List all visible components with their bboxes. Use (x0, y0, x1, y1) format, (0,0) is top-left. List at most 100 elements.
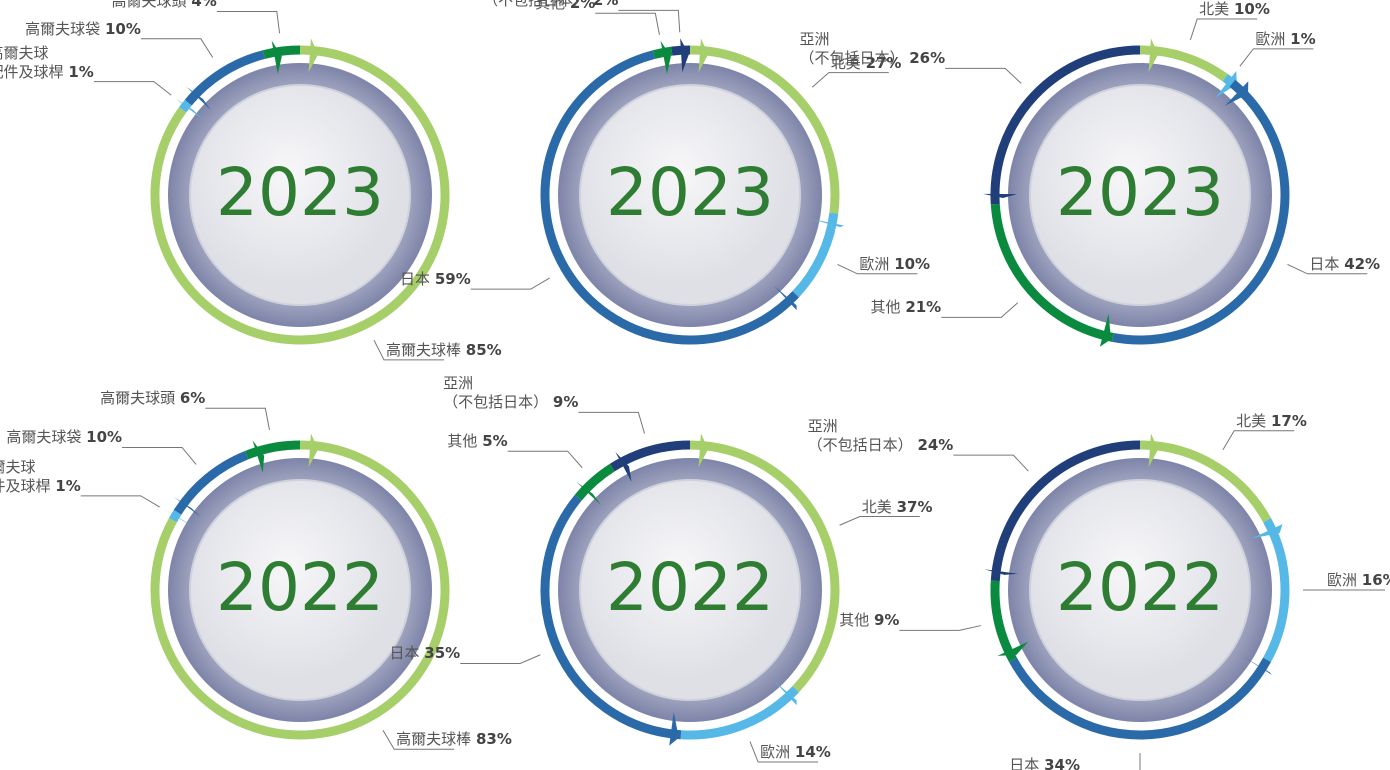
leader-line (837, 263, 918, 275)
ring-segment (244, 440, 301, 460)
value-label: 85% (465, 340, 502, 359)
segment-label: 高爾夫球頭 6% (100, 389, 205, 408)
ring-segment (1263, 517, 1290, 663)
leader-line (382, 730, 455, 750)
value-label: 27% (865, 53, 902, 72)
ring-segment (990, 45, 1141, 205)
leader-line (470, 277, 550, 290)
value-label: 4% (191, 0, 217, 11)
ring-segment (1139, 440, 1272, 523)
value-label: 34% (1044, 756, 1080, 770)
category-label: 亞洲 （不包括日本） (483, 0, 589, 10)
leader-line (595, 12, 660, 35)
segment-label: 高爾夫球袋 10% (6, 428, 122, 447)
leader-line (460, 654, 541, 664)
marker (1251, 524, 1283, 539)
leader-line (373, 340, 444, 361)
ring-segment (689, 440, 840, 693)
segment-label: 其他 2% (535, 0, 595, 13)
ring-segment (150, 45, 450, 345)
value-label: 10% (104, 19, 141, 38)
marker (698, 433, 709, 468)
ring-segment (680, 686, 799, 740)
value-label: 26% (909, 49, 946, 68)
segment-label: 日本 42% (1309, 255, 1380, 274)
leader-line (749, 741, 819, 763)
marker (1215, 70, 1237, 98)
inner-disc (579, 84, 801, 306)
leader-line (205, 407, 270, 430)
value-label: 16% (1361, 571, 1390, 589)
category-label: 日本 (389, 644, 420, 663)
segment-label: 北美 10% (1199, 0, 1270, 19)
segment-label: 歐洲 14% (760, 743, 831, 762)
segment-label: 高爾夫球 配件及球桿 1% (0, 458, 81, 496)
segment-label: 歐洲 16% (1327, 571, 1390, 590)
marker (271, 40, 282, 75)
marker (773, 285, 797, 311)
marker (1148, 433, 1159, 468)
category-label: 其他 (447, 432, 478, 451)
category-label: 歐洲 (859, 254, 890, 273)
ring-segment (1139, 45, 1228, 82)
marker (175, 98, 203, 120)
segment-label: 歐洲 1% (1255, 30, 1315, 49)
chart-title: 2022 (216, 549, 384, 626)
leader-line (1239, 48, 1314, 67)
marker (983, 193, 1018, 198)
ring-segment (173, 450, 249, 515)
chart-title: 2023 (216, 154, 384, 231)
segment-label: 其他 5% (447, 432, 507, 451)
ring-segment (574, 463, 615, 501)
leader-line (839, 516, 920, 526)
marker (773, 680, 797, 706)
leader-line (93, 81, 172, 96)
marker (997, 641, 1029, 656)
ring-segment (540, 50, 799, 345)
ring-segment (262, 45, 301, 59)
value-label: 21% (905, 298, 942, 317)
category-label: 高爾夫球 配件及球桿 (0, 43, 64, 81)
leader-line (1222, 430, 1295, 450)
segment-label: 高爾夫球棒 83% (396, 730, 512, 749)
category-label: 高爾夫球頭 (100, 389, 176, 408)
inner-disc (189, 84, 411, 306)
ring-segment (179, 99, 192, 113)
category-label: 北美 (861, 497, 892, 516)
segment-label: 北美 37% (862, 498, 933, 517)
leader-line (1287, 263, 1368, 275)
marker (1224, 81, 1249, 106)
leader-line (507, 450, 583, 469)
ring-segment (689, 45, 840, 214)
ring-segment (990, 203, 1114, 342)
value-label: 9% (873, 611, 900, 630)
segment-label: 高爾夫球袋 10% (25, 20, 141, 39)
category-label: 亞洲 （不包括日本） (443, 374, 549, 412)
value-label: 1% (1290, 29, 1316, 48)
leader-line (899, 625, 982, 631)
marker (698, 38, 709, 73)
inner-disc (1029, 84, 1251, 306)
category-label: 北美 (830, 53, 861, 72)
leader-line (945, 67, 1022, 84)
value-label: 14% (794, 743, 831, 761)
value-label: 59% (434, 270, 471, 289)
category-label: 歐洲 (760, 743, 791, 761)
segment-label: 北美 17% (1236, 412, 1307, 431)
ring-segment (150, 440, 450, 740)
ring-segment (168, 509, 182, 523)
marker (810, 218, 845, 228)
inner-disc (579, 479, 801, 701)
leader-line (80, 495, 160, 508)
value-label: 35% (424, 644, 461, 663)
leader-line (811, 72, 889, 88)
ring-segment (609, 440, 691, 472)
category-label: 亞洲 （不包括日本） (807, 417, 913, 455)
leader-line (216, 10, 281, 34)
leader-line (953, 454, 1029, 472)
segment-label: 亞洲 （不包括日本） 24% (808, 417, 954, 455)
marker (1148, 38, 1159, 73)
chart-title: 2023 (606, 154, 774, 231)
ring-segment (540, 494, 682, 740)
